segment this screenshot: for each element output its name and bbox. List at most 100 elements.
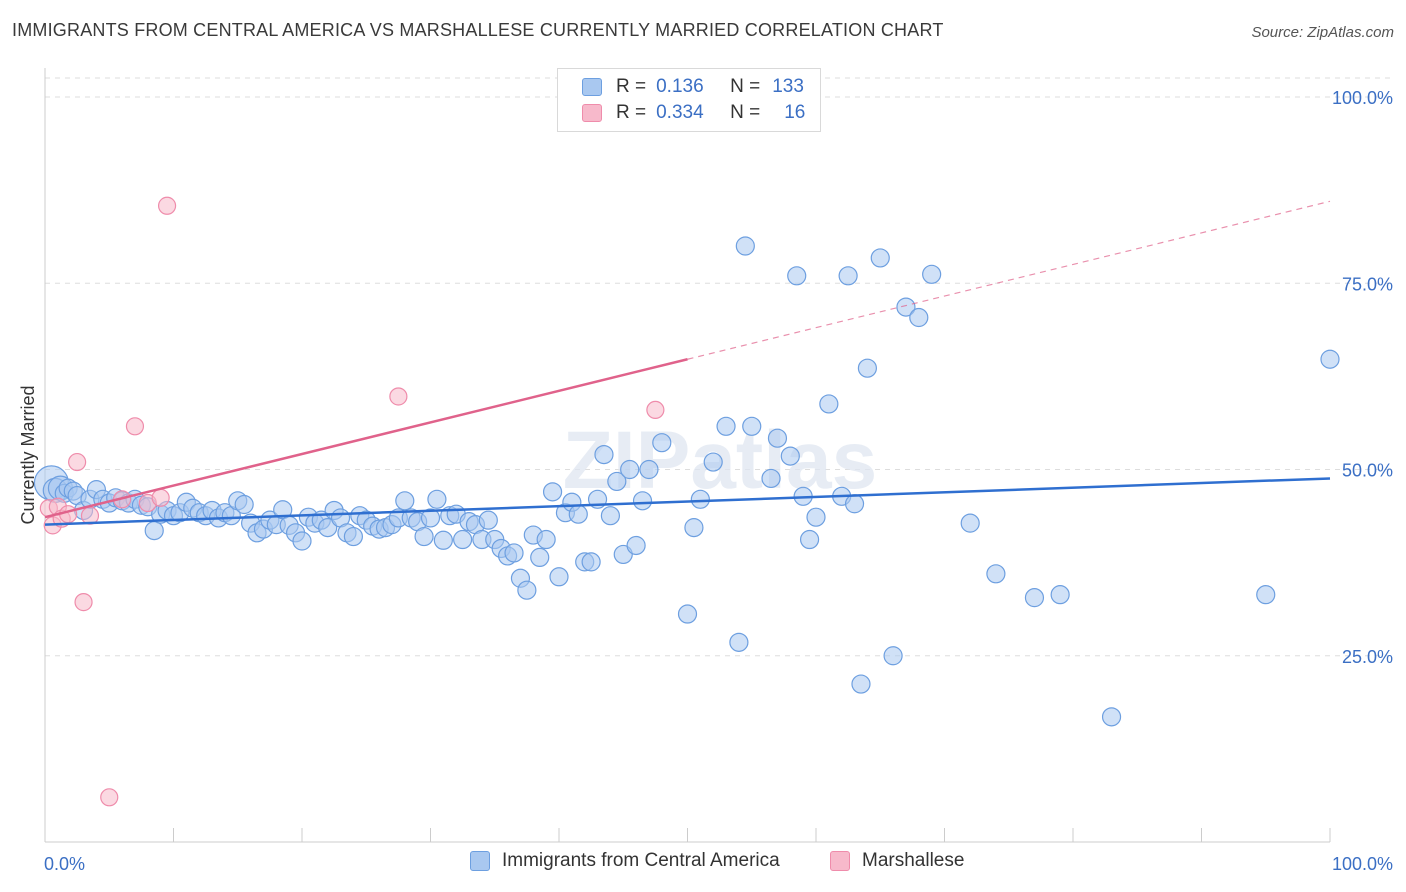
data-point-central-america (844, 494, 865, 514)
chart-title: IMMIGRANTS FROM CENTRAL AMERICA VS MARSH… (12, 20, 944, 40)
data-point-central-america (735, 236, 755, 256)
data-point-central-america (870, 248, 890, 268)
data-point-central-america (909, 307, 929, 328)
data-point-central-america (922, 264, 942, 284)
data-point-central-america (851, 674, 871, 694)
trendline-marshallese (44, 358, 688, 519)
data-point-central-america (581, 552, 601, 572)
data-point-central-america (453, 529, 473, 550)
data-point-marshallese (74, 593, 93, 612)
data-point-central-america (787, 266, 807, 286)
data-point-central-america (1320, 349, 1340, 369)
y-tick-label: 50.0% (1342, 461, 1393, 481)
x-tick-label: 100.0% (1332, 854, 1393, 874)
bottom-legend-label-pink: Marshallese (862, 850, 965, 871)
x-tick-label: 0.0% (44, 854, 85, 874)
data-point-marshallese (100, 788, 119, 807)
legend-n-label: N = (730, 102, 761, 123)
data-point-central-america (600, 506, 621, 526)
data-point-central-america (292, 531, 312, 551)
data-point-central-america (857, 358, 878, 378)
data-point-marshallese (157, 196, 177, 215)
data-point-central-america (703, 452, 723, 472)
data-point-central-america (620, 459, 640, 480)
bottom-legend-pink: Marshallese (830, 850, 964, 872)
legend-row-pink: R = 0.334 N = 16 (582, 101, 805, 125)
data-point-central-america (716, 416, 736, 436)
data-point-marshallese (125, 417, 145, 436)
data-point-central-america (318, 518, 338, 538)
data-point-central-america (684, 518, 704, 538)
data-point-central-america (690, 489, 710, 509)
bottom-legend-swatch-blue (470, 851, 490, 871)
data-point-central-america (549, 567, 569, 587)
data-point-central-america (414, 526, 434, 547)
data-point-central-america (234, 494, 254, 515)
data-point-marshallese (68, 452, 87, 472)
legend-n-value: 133 (772, 76, 804, 97)
grid-layer (45, 77, 1392, 657)
data-point-marshallese (646, 400, 665, 419)
data-point-central-america (626, 535, 646, 556)
legend-r-label: R = (616, 102, 647, 123)
data-point-central-america (536, 529, 556, 550)
data-point-central-america (542, 482, 563, 502)
bottom-legend-label-blue: Immigrants from Central America (502, 850, 780, 871)
data-point-central-america (960, 513, 980, 533)
legend-swatch-blue (582, 78, 602, 96)
bottom-legend-blue: Immigrants from Central America (470, 850, 780, 872)
data-point-central-america (652, 433, 672, 453)
data-point-marshallese (389, 387, 408, 406)
legend-swatch-pink (582, 104, 602, 122)
data-point-central-america (1101, 707, 1122, 727)
y-tick-label: 25.0% (1342, 647, 1393, 667)
data-point-central-america (395, 491, 415, 511)
data-point-central-america (632, 491, 653, 511)
data-point-central-america (568, 504, 588, 524)
data-point-central-america (420, 508, 441, 528)
trendline-central-america (44, 477, 1331, 526)
data-point-central-america (729, 632, 749, 652)
legend-n-value: 16 (784, 102, 806, 123)
data-point-central-america (799, 529, 820, 550)
data-point-central-america (1256, 585, 1276, 605)
y-axis-label: Currently Married (18, 385, 38, 524)
data-point-central-america (819, 394, 839, 414)
data-point-central-america (1050, 585, 1070, 605)
data-point-central-america (433, 530, 453, 550)
data-point-central-america (986, 564, 1006, 584)
data-point-central-america (478, 510, 498, 530)
data-point-central-america (767, 428, 788, 448)
data-point-central-america (530, 547, 550, 568)
trend-layer (44, 200, 1331, 526)
data-point-central-america (742, 416, 762, 436)
y-tick-label: 100.0% (1332, 88, 1393, 108)
y-tick-label: 75.0% (1342, 274, 1393, 294)
legend-r-value: 0.334 (656, 102, 704, 123)
data-point-central-america (144, 520, 164, 541)
data-point-central-america (517, 580, 537, 600)
data-point-central-america (883, 646, 903, 666)
data-point-central-america (343, 526, 363, 547)
legend-r-label: R = (616, 76, 647, 97)
data-point-central-america (896, 297, 916, 317)
data-point-central-america (504, 543, 524, 563)
data-point-marshallese (151, 488, 170, 507)
trendline-marshallese-extension (687, 200, 1331, 360)
legend-row-blue: R = 0.136 N = 133 (582, 75, 804, 99)
legend-n-label: N = (730, 76, 761, 97)
data-point-central-america (639, 459, 659, 480)
axis-layer: 25.0% 50.0% 75.0% 100.0% 0.0% 100.0% (44, 68, 1393, 874)
stats-legend: R = 0.136 N = 133 R = 0.334 N = 16 (557, 68, 821, 132)
data-point-central-america (677, 604, 698, 624)
data-point-central-america (1024, 588, 1045, 608)
data-point-central-america (607, 471, 627, 492)
data-point-central-america (838, 266, 858, 286)
bottom-legend-swatch-pink (830, 851, 850, 871)
data-point-central-america (806, 507, 826, 527)
data-point-central-america (427, 489, 447, 509)
legend-r-value: 0.136 (656, 76, 704, 97)
data-point-central-america (780, 446, 800, 466)
data-point-central-america (594, 445, 614, 465)
